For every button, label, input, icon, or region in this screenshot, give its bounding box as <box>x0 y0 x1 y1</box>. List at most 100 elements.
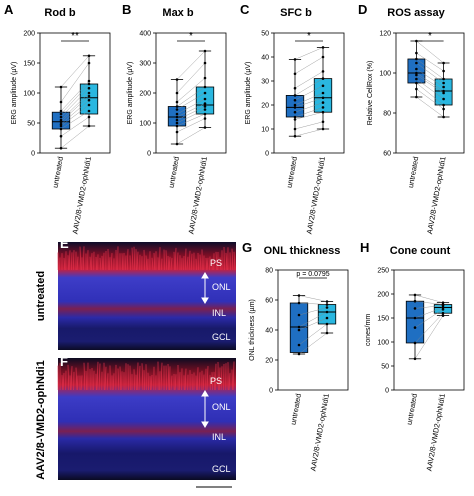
y-tick-label: 80 <box>383 111 391 118</box>
photoreceptor-stain <box>109 257 111 271</box>
photoreceptor-stain <box>145 255 148 271</box>
y-tick-label: 200 <box>377 292 389 299</box>
photoreceptor-stain <box>214 363 217 391</box>
y-tick-label: 20 <box>261 103 269 110</box>
data-point <box>87 109 91 113</box>
data-point <box>297 352 301 356</box>
data-point <box>293 72 297 76</box>
photoreceptor-stain <box>104 366 107 391</box>
photoreceptor-stain <box>110 253 113 271</box>
pair-line <box>176 50 206 80</box>
photoreceptor-stain <box>143 370 145 391</box>
data-point <box>415 81 418 85</box>
pair-line <box>294 85 324 101</box>
data-point <box>203 102 207 105</box>
plot-frame <box>393 269 465 391</box>
data-point <box>87 94 91 98</box>
pair-line <box>176 92 206 110</box>
pair-line <box>416 62 444 84</box>
panel-h: H Cone count 0 50 100 150 200 250 cones/mm untrea… <box>358 236 474 496</box>
data-point <box>442 107 445 111</box>
panel-a: A Rod b 0 50 100 150 200 ERG amplitude (µV) ** un… <box>0 0 118 236</box>
data-point <box>59 112 63 116</box>
data-point <box>413 326 417 329</box>
photoreceptor-stain <box>61 375 64 391</box>
data-point <box>59 146 63 150</box>
photoreceptor-stain <box>95 256 97 271</box>
layer-onl: ONL <box>212 282 231 292</box>
pair-line <box>298 332 328 355</box>
photoreceptor-stain <box>218 367 221 391</box>
data-point <box>87 79 91 83</box>
photoreceptor-stain <box>178 372 181 391</box>
onl-arrow <box>201 272 209 304</box>
photoreceptor-stain <box>133 369 135 391</box>
data-point <box>203 91 207 95</box>
photoreceptor-stain <box>67 364 70 391</box>
photoreceptor-stain <box>76 375 79 391</box>
data-point <box>297 294 301 297</box>
pair-line <box>60 116 90 137</box>
panel-label-f: F <box>60 354 68 369</box>
pair-line <box>176 98 206 115</box>
pair-line <box>294 56 324 74</box>
data-point <box>325 300 329 303</box>
y-tick-label: 300 <box>139 61 151 68</box>
x-tick-label-aav2-8-vmd2-ophndi1: AAV2/8-VMD2-ophNdi1 <box>70 156 93 235</box>
data-point <box>59 115 63 119</box>
pair-line <box>60 83 90 115</box>
photoreceptor-stain <box>119 366 122 391</box>
pair-line <box>298 323 328 346</box>
data-point <box>203 97 207 101</box>
chart-sfc-b: C SFC b 0 10 20 30 40 50 ERG amplitude (µV) * untr… <box>240 2 345 235</box>
data-point <box>442 61 445 65</box>
photoreceptor-stain <box>112 373 115 391</box>
photoreceptor-stain <box>101 255 104 271</box>
photoreceptor-stain <box>82 246 85 271</box>
photoreceptor-stain <box>215 251 218 271</box>
chart-title-ros-assay: ROS assay <box>387 7 445 19</box>
photoreceptor-stain <box>174 247 177 271</box>
photoreceptor-stain <box>103 252 105 271</box>
chart-max-b: B Max b 0 100 200 300 400 ERG amplitude (µV) * un… <box>122 2 227 235</box>
panel-label-e: E <box>60 236 69 251</box>
data-point <box>293 98 297 102</box>
plot-frame <box>39 32 111 154</box>
photoreceptor-stain <box>233 251 236 271</box>
photoreceptor-stain <box>199 254 202 271</box>
onl-arrow-f <box>201 390 209 428</box>
data-point <box>175 100 179 104</box>
data-point <box>442 77 445 81</box>
pair-line <box>414 309 444 328</box>
photoreceptor-stain <box>79 246 82 271</box>
photoreceptor-stain <box>83 362 86 391</box>
photoreceptor-stain <box>176 252 179 271</box>
y-tick-label: 10 <box>261 127 269 134</box>
pair-line <box>294 107 324 118</box>
pair-line <box>176 86 206 107</box>
pair-line <box>414 315 444 359</box>
pair-line <box>60 88 90 118</box>
photoreceptor-stain <box>131 247 134 271</box>
significance-label: * <box>307 31 311 42</box>
photoreceptor-stain <box>80 375 83 391</box>
y-tick-label: 150 <box>23 61 35 68</box>
data-point <box>87 82 91 86</box>
layer-onl-f: ONL <box>212 402 231 412</box>
chart-title-max-b: Max b <box>162 7 193 19</box>
y-tick-label: 400 <box>139 31 151 38</box>
data-point <box>297 313 301 317</box>
y-tick-label: 40 <box>261 55 269 62</box>
data-point <box>325 316 329 320</box>
pair-line <box>416 88 444 110</box>
pair-line <box>294 71 324 89</box>
data-point <box>175 121 179 125</box>
data-point <box>59 118 63 122</box>
data-point <box>87 115 91 119</box>
data-point <box>59 85 63 89</box>
photoreceptor-stain <box>188 250 191 271</box>
pair-line <box>414 301 444 305</box>
panel-d: D ROS assay 60 80 100 120 Relative CellRox (%)… <box>354 0 474 236</box>
pair-line <box>416 68 444 88</box>
y-tick-label: 50 <box>261 31 269 38</box>
